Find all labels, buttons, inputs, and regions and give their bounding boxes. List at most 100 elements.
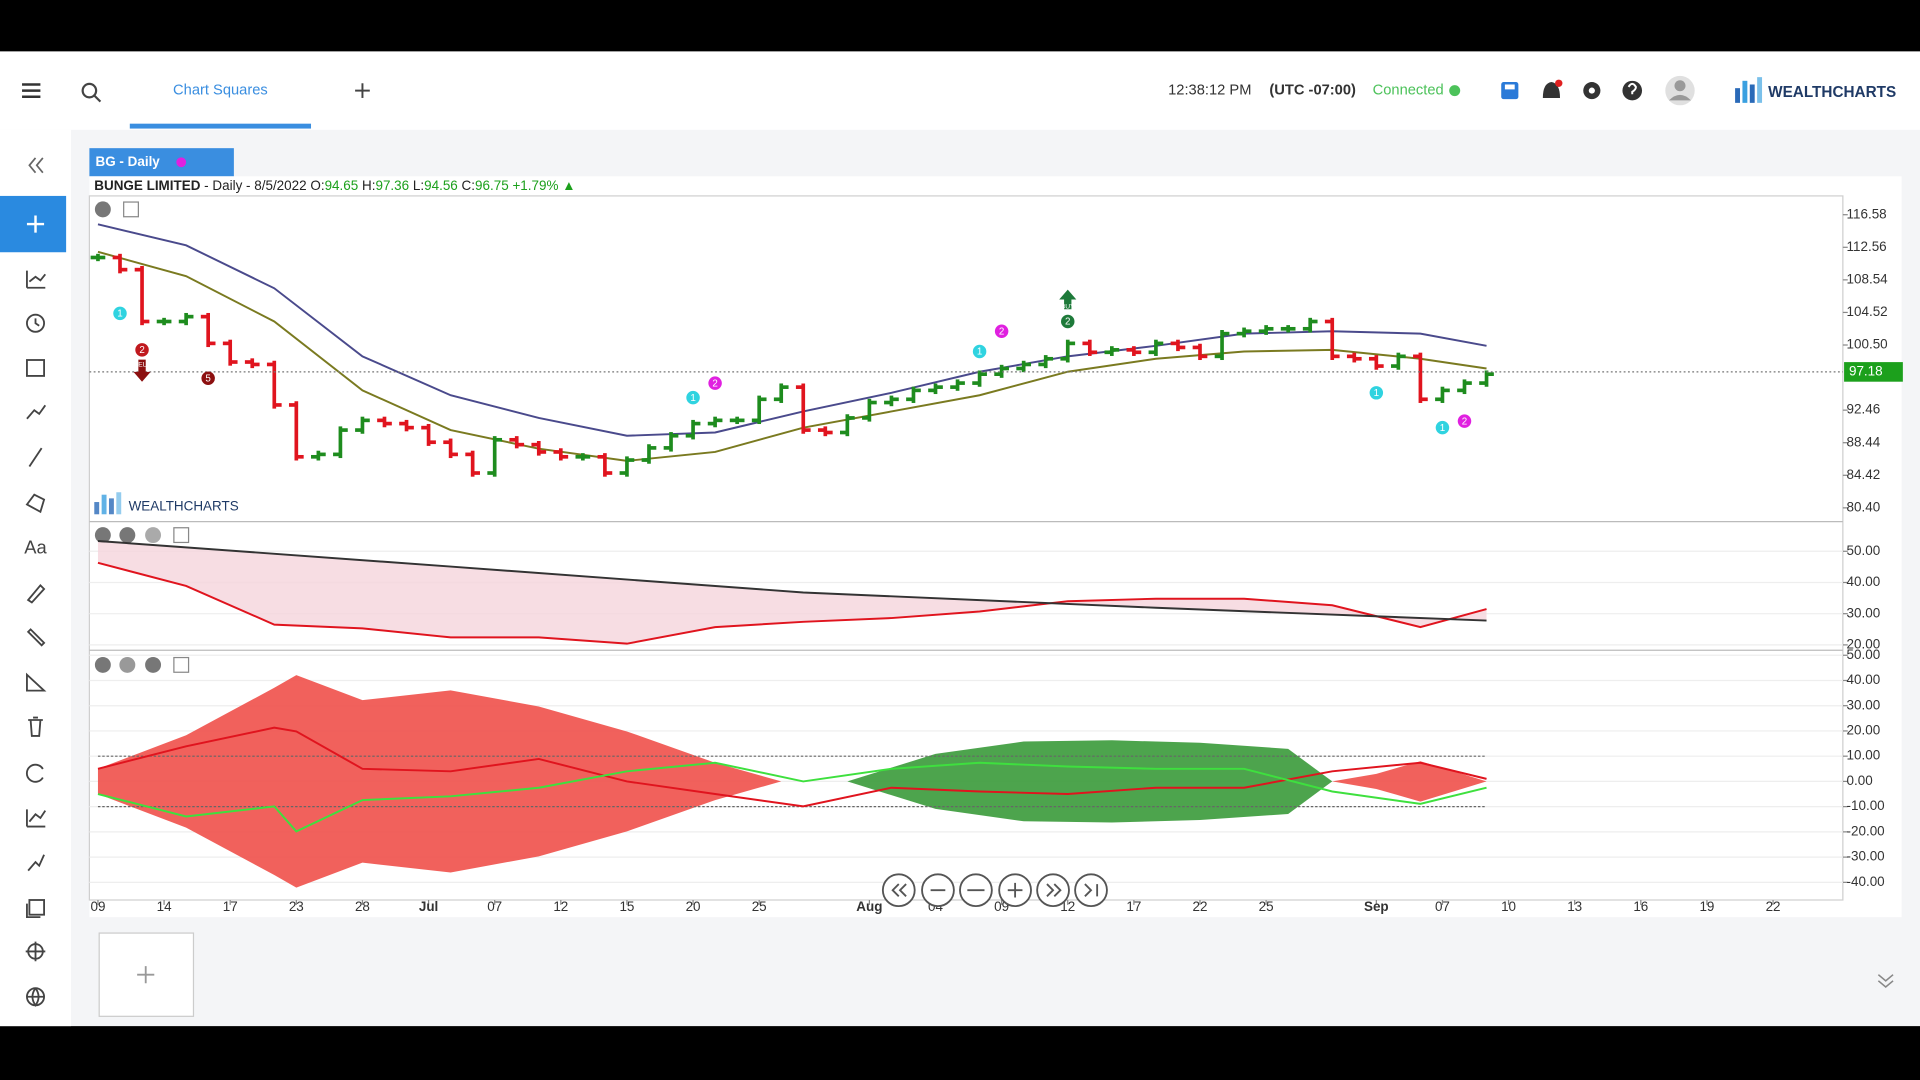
settings-button[interactable] bbox=[1583, 82, 1601, 100]
tool-pencil[interactable] bbox=[26, 583, 46, 604]
signal-tag: SELL bbox=[134, 361, 151, 368]
price-bar bbox=[443, 438, 458, 459]
low-value: 94.56 bbox=[424, 178, 458, 193]
tool-chart[interactable] bbox=[26, 809, 47, 828]
x-tick-label: 07 bbox=[1435, 899, 1450, 914]
x-tick-label: 16 bbox=[1633, 899, 1648, 914]
avatar[interactable] bbox=[1665, 75, 1695, 106]
signal-label: 2 bbox=[1065, 317, 1070, 328]
sidebar bbox=[0, 129, 72, 1027]
open-value: 94.65 bbox=[325, 178, 359, 193]
price-bar bbox=[1368, 355, 1384, 370]
price-bar bbox=[1126, 346, 1142, 356]
brand-name: WEALTHCHARTS bbox=[1768, 84, 1896, 101]
x-tick-label: 22 bbox=[1766, 899, 1781, 914]
legend-desc: - Daily - 8/5/2022 bbox=[204, 178, 306, 193]
price-bar bbox=[707, 416, 723, 428]
y-tick-label: 40.00 bbox=[1847, 672, 1881, 687]
tool-trend[interactable] bbox=[26, 404, 47, 420]
expand-button[interactable] bbox=[1877, 974, 1894, 988]
y-tick-label: 116.58 bbox=[1847, 206, 1887, 221]
pane-up[interactable] bbox=[145, 527, 162, 544]
search-button[interactable] bbox=[81, 82, 102, 103]
tool-line[interactable] bbox=[28, 447, 43, 468]
signal-label: 2 bbox=[1462, 416, 1467, 427]
price-bar bbox=[244, 358, 260, 369]
price-bar bbox=[266, 360, 282, 409]
signal bbox=[686, 390, 700, 405]
tool-delete[interactable] bbox=[28, 716, 43, 737]
y-tick-label: 10.00 bbox=[1847, 748, 1881, 763]
oscillator-line bbox=[97, 726, 1487, 808]
up-arrow: ▲ bbox=[562, 178, 575, 193]
price-bar bbox=[884, 395, 899, 407]
x-tick-label: 25 bbox=[1259, 899, 1274, 914]
connection-status: Connected bbox=[1373, 82, 1444, 98]
oscillator-line bbox=[97, 761, 1487, 833]
plots: 80.4084.4288.4492.46100.50104.52108.5411… bbox=[89, 206, 1903, 914]
pane-close[interactable] bbox=[94, 527, 111, 544]
status-dot bbox=[1449, 85, 1461, 97]
x-tick-label: Sep bbox=[1364, 899, 1389, 914]
price-bar bbox=[1280, 325, 1296, 333]
tool-calendar[interactable] bbox=[26, 359, 45, 377]
tool-layers[interactable] bbox=[28, 899, 45, 916]
x-tick-label: 23 bbox=[289, 899, 304, 914]
chart-tab[interactable] bbox=[89, 148, 234, 177]
signal bbox=[708, 376, 722, 390]
open-label: O: bbox=[310, 178, 324, 193]
y-tick-label: 20.00 bbox=[1847, 723, 1881, 738]
pane-down[interactable] bbox=[119, 527, 136, 544]
indicator-line bbox=[97, 540, 1487, 622]
pane-add[interactable] bbox=[173, 527, 190, 544]
add-tab[interactable] bbox=[355, 83, 370, 98]
price-bar bbox=[1082, 339, 1098, 356]
tool-history[interactable] bbox=[26, 313, 45, 333]
alerts-button[interactable] bbox=[1542, 79, 1563, 98]
signal bbox=[1435, 420, 1450, 435]
pane-add[interactable] bbox=[173, 656, 190, 673]
tool-text[interactable]: Aa bbox=[24, 536, 47, 557]
y-tick-label: -30.00 bbox=[1847, 849, 1885, 864]
signal-label: 2 bbox=[139, 345, 144, 356]
close-value: 96.75 bbox=[475, 178, 509, 193]
chart-tab-dot bbox=[176, 157, 187, 168]
price-bar bbox=[90, 253, 106, 262]
collapse-button[interactable] bbox=[28, 157, 44, 174]
price-bar bbox=[200, 312, 216, 348]
y-tick-label: 40.00 bbox=[1847, 574, 1881, 589]
tool-shapes[interactable] bbox=[25, 493, 46, 514]
clock: 12:38:12 PM bbox=[1168, 82, 1251, 98]
signal bbox=[1061, 314, 1075, 329]
menu-button[interactable] bbox=[22, 83, 41, 98]
save-button[interactable] bbox=[1501, 82, 1519, 100]
price-bar bbox=[1148, 339, 1164, 356]
price-bar bbox=[817, 426, 833, 437]
pane-down[interactable] bbox=[119, 656, 136, 673]
price-bar bbox=[751, 395, 767, 425]
pane-add[interactable] bbox=[123, 201, 139, 218]
price-bar bbox=[663, 432, 679, 452]
pane-up[interactable] bbox=[145, 656, 162, 673]
help-button[interactable] bbox=[1622, 80, 1643, 101]
tool-indicators[interactable] bbox=[26, 270, 47, 289]
signal-label: 1 bbox=[117, 309, 122, 320]
tool-nodes[interactable] bbox=[27, 854, 45, 872]
pane-close[interactable] bbox=[94, 656, 111, 673]
y-tick-label: -20.00 bbox=[1847, 823, 1885, 838]
tool-angle[interactable] bbox=[26, 672, 47, 692]
price-bar bbox=[994, 364, 1009, 378]
price-bar bbox=[134, 265, 150, 326]
change: +1.79% bbox=[512, 178, 558, 193]
y-tick-label: 30.00 bbox=[1847, 605, 1881, 620]
price-bar bbox=[333, 426, 348, 459]
price-bar bbox=[1060, 339, 1076, 363]
band-area bbox=[1332, 761, 1487, 802]
tab-underline bbox=[129, 123, 312, 129]
tool-ruler[interactable] bbox=[26, 628, 46, 647]
tool-refresh[interactable] bbox=[26, 763, 44, 783]
tab-label[interactable]: Chart Squares bbox=[173, 82, 268, 98]
pane-close[interactable] bbox=[94, 201, 111, 218]
x-tick-label: 15 bbox=[619, 899, 634, 914]
